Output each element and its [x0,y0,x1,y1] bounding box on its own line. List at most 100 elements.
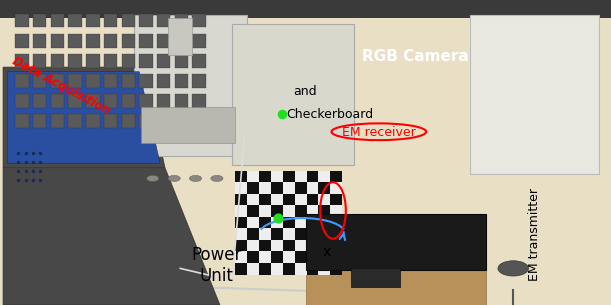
Bar [295,217,307,228]
Bar [33,94,46,108]
Bar [192,74,206,88]
Bar [104,34,117,48]
Bar [247,251,259,263]
Bar [122,54,135,68]
Bar [157,74,170,88]
Bar [271,217,283,228]
Bar [331,217,342,228]
Bar [235,263,247,274]
Bar [295,171,307,182]
Point [273,84,283,89]
Bar [68,94,82,108]
Bar [307,171,318,182]
Bar [283,182,295,194]
Bar [283,240,295,251]
Bar [247,228,259,240]
Bar [192,54,206,68]
Bar [192,114,206,128]
Bar [259,263,271,274]
Bar [307,194,318,205]
Bar [175,74,188,88]
Polygon shape [3,168,220,305]
Polygon shape [3,67,165,168]
Bar [295,251,307,263]
Bar [271,251,283,263]
Bar [318,240,331,251]
Bar [318,217,331,228]
Bar [307,228,318,240]
Bar [33,114,46,128]
Bar [295,263,307,274]
Bar [318,263,331,274]
Bar [86,14,100,27]
Bar [232,24,354,165]
Bar [157,34,170,48]
Bar [307,217,318,228]
Bar [283,217,295,228]
Text: x: x [323,245,331,259]
Bar [104,74,117,88]
Bar [247,240,259,251]
Circle shape [189,175,202,181]
Bar [235,182,247,194]
Bar [235,171,247,182]
Bar [139,14,153,27]
Bar [318,228,331,240]
Bar [331,194,342,205]
Text: Power
Unit: Power Unit [192,246,242,285]
Bar [139,114,153,128]
Bar [235,194,247,205]
Bar [271,228,283,240]
Bar [104,94,117,108]
Bar [259,228,271,240]
Bar [259,194,271,205]
Bar [271,205,283,217]
Bar [318,194,331,205]
Bar [192,94,206,108]
Bar [307,251,318,263]
Bar [247,205,259,217]
Bar [51,114,64,128]
Bar [307,240,318,251]
Circle shape [498,261,529,276]
Bar [134,15,247,156]
Circle shape [168,175,180,181]
Bar [122,14,135,27]
Bar [33,34,46,48]
Bar [51,14,64,27]
Bar [331,205,342,217]
Bar [331,228,342,240]
Bar [68,14,82,27]
Bar [318,205,331,217]
Bar [15,34,29,48]
Bar [235,240,247,251]
Bar [139,54,153,68]
Bar [306,214,486,270]
Bar [104,114,117,128]
Bar [15,54,29,68]
Bar [247,194,259,205]
Bar [192,14,206,27]
Bar [168,18,192,55]
Bar [157,14,170,27]
Bar [175,94,188,108]
Bar [86,114,100,128]
Bar [295,228,307,240]
Bar [318,171,331,182]
Bar [68,34,82,48]
Bar [331,240,342,251]
Bar [51,94,64,108]
Bar [0,0,611,18]
Circle shape [211,175,223,181]
Bar [235,217,247,228]
Bar [192,34,206,48]
Bar [331,171,342,182]
Bar [104,54,117,68]
Bar [271,263,283,274]
Bar [331,251,342,263]
Bar [271,182,283,194]
Bar [15,74,29,88]
Bar [331,182,342,194]
Bar [175,14,188,27]
Bar [295,205,307,217]
